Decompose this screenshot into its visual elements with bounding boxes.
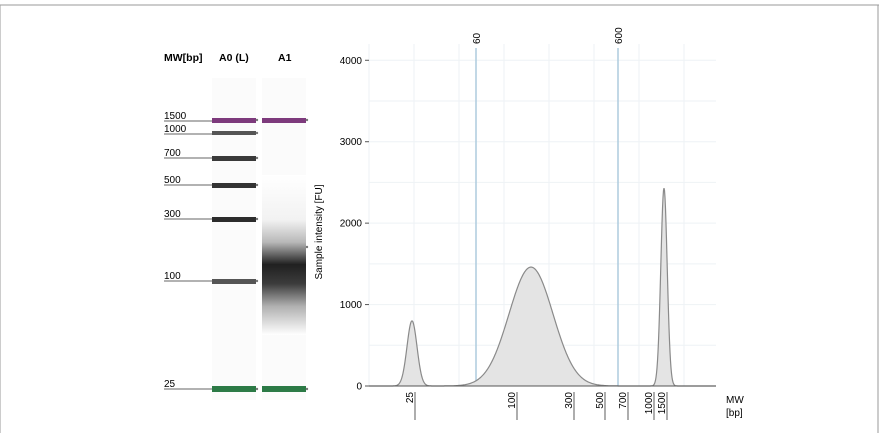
ladder-band-700 [212, 156, 256, 161]
electropherogram: 60 600 0 1000 2000 3000 4000 25 100 300 500 700 10… [314, 27, 744, 420]
x-tick-label-700: 700 [618, 392, 629, 409]
y-axis-label: Sample intensity [FU] [314, 184, 325, 279]
marker-label-60: 60 [472, 32, 483, 44]
ladder-band-100 [212, 279, 256, 284]
x-axis-label-unit: [bp] [726, 408, 743, 419]
x-tick-label-300: 300 [564, 392, 575, 409]
gel-header-ladder: A0 (L) [219, 52, 249, 64]
x-tick-label-25: 25 [405, 392, 416, 404]
x-tick-label-100: 100 [507, 392, 518, 409]
sample-band-lower-marker [262, 386, 306, 392]
y-tick-label: 4000 [340, 56, 363, 67]
ladder-band-300 [212, 217, 256, 222]
gel-image: MW[bp] A0 (L) A1 1500 100 [164, 52, 309, 400]
ladder-lane [212, 78, 256, 400]
y-tick-label: 2000 [340, 219, 363, 230]
x-axis-ticks: 25 100 300 500 700 1000 1500 [405, 392, 668, 420]
ladder-label-500: 500 [164, 175, 181, 186]
y-tick-label: 3000 [340, 137, 363, 148]
ladder-labels: 1500 1000 700 500 300 100 25 [164, 111, 212, 390]
ladder-label-300: 300 [164, 209, 181, 220]
ladder-band-500 [212, 183, 256, 188]
y-tick-label: 1000 [340, 300, 363, 311]
ladder-label-700: 700 [164, 148, 181, 159]
sample-smear [262, 175, 306, 335]
ladder-band-1000 [212, 131, 256, 135]
gel-header-mw: MW[bp] [164, 52, 202, 64]
y-tick-label: 0 [356, 382, 362, 393]
x-axis-label-mw: MW [726, 395, 744, 406]
marker-lines: 60 600 [472, 27, 625, 386]
ladder-label-100: 100 [164, 271, 181, 282]
sample-band-upper-marker [262, 118, 306, 123]
ladder-label-1500: 1500 [164, 111, 187, 122]
y-axis-ticks: 0 1000 2000 3000 4000 [340, 56, 369, 393]
trace-line [369, 187, 716, 387]
x-tick-label-1500: 1500 [657, 392, 668, 415]
x-tick-label-500: 500 [595, 392, 606, 409]
ladder-band-25 [212, 386, 256, 392]
ladder-label-25: 25 [164, 379, 176, 390]
marker-label-600: 600 [614, 27, 625, 44]
ladder-label-1000: 1000 [164, 124, 187, 135]
gel-header-sample: A1 [278, 52, 292, 64]
x-tick-label-1000: 1000 [644, 392, 655, 415]
ladder-band-1500 [212, 118, 256, 123]
trace-area [369, 188, 716, 386]
